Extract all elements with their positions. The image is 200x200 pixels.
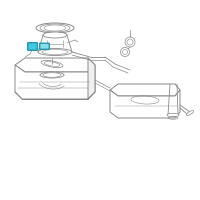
- Ellipse shape: [125, 37, 135, 47]
- Ellipse shape: [167, 113, 179, 117]
- Ellipse shape: [38, 48, 72, 55]
- Ellipse shape: [43, 32, 67, 38]
- FancyBboxPatch shape: [40, 43, 49, 49]
- Polygon shape: [15, 58, 95, 72]
- Ellipse shape: [36, 23, 74, 33]
- Ellipse shape: [40, 72, 64, 78]
- Polygon shape: [110, 90, 180, 118]
- Ellipse shape: [186, 111, 194, 115]
- Polygon shape: [88, 58, 95, 99]
- Polygon shape: [110, 84, 180, 96]
- Polygon shape: [15, 65, 95, 99]
- Ellipse shape: [120, 47, 130, 56]
- FancyBboxPatch shape: [28, 43, 37, 50]
